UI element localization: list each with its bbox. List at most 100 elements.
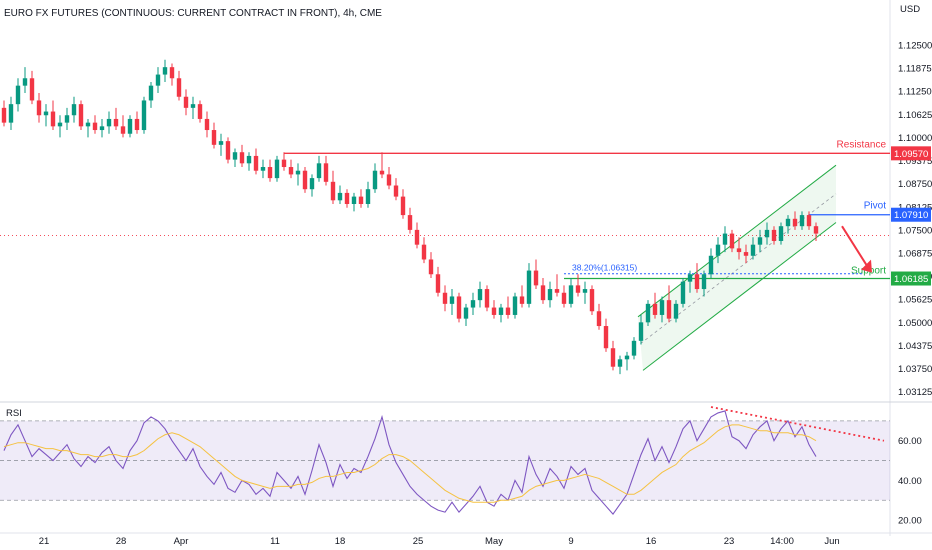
rsi-label: RSI	[6, 408, 22, 419]
candle-body	[211, 130, 217, 145]
candle-body	[806, 215, 812, 227]
candle-body	[281, 159, 287, 168]
level-label-pivot: Pivot	[864, 201, 886, 212]
candle-body	[736, 248, 742, 253]
candle-body	[561, 292, 567, 304]
candle-body	[365, 189, 371, 204]
candle-body	[701, 274, 707, 290]
candle-body	[29, 78, 35, 101]
candle-body	[379, 170, 385, 175]
candle-body	[225, 141, 231, 160]
candle-body	[589, 289, 595, 312]
candle-body	[85, 122, 91, 127]
candle-body	[400, 196, 406, 216]
time-tick-label: 9	[568, 536, 573, 547]
price-tick-label: 1.11250	[898, 87, 932, 98]
fib-level-label: 38.20%(1.06315)	[572, 263, 637, 273]
candle-body	[232, 152, 238, 160]
candle-body	[120, 126, 126, 134]
candle-body	[568, 285, 574, 304]
time-tick-label: 14:00	[770, 536, 794, 547]
candle-body	[778, 226, 784, 241]
level-tag-resistance: 1.09570	[894, 149, 928, 160]
level-tag-box	[891, 271, 931, 286]
candle-body	[246, 155, 252, 164]
candle-body	[218, 141, 224, 145]
candle-body	[526, 270, 532, 304]
price-tick-label: 1.04375	[898, 341, 932, 352]
level-tags: 1.09570 1.07910 1.06185	[891, 146, 931, 286]
candle-body	[274, 159, 280, 179]
candle-body	[449, 296, 455, 304]
candle-body	[435, 274, 441, 293]
candle-body	[813, 226, 819, 234]
candle-body	[253, 155, 259, 171]
candle-body	[603, 326, 609, 349]
candle-body	[659, 300, 665, 315]
candle-body	[666, 300, 672, 319]
candle-body	[624, 355, 630, 360]
candle-body	[463, 307, 469, 319]
rsi-tick-label: 60.00	[898, 436, 922, 447]
price-tick-label: 1.12500	[898, 40, 932, 51]
candle-body	[8, 104, 14, 123]
price-tick-label: 1.05625	[898, 295, 932, 306]
candlestick-series	[1, 59, 819, 375]
candle-body	[337, 192, 343, 201]
candle-body	[799, 215, 805, 227]
candle-body	[92, 122, 98, 131]
time-tick-label: Jun	[824, 536, 839, 547]
channel-lower-line	[642, 222, 837, 371]
time-tick-label: 25	[413, 536, 424, 547]
price-tick-label: 1.07500	[898, 225, 932, 236]
candle-body	[680, 281, 686, 304]
chart-title: EURO FX FUTURES (CONTINUOUS: CURRENT CON…	[4, 8, 382, 19]
candle-body	[694, 274, 700, 290]
candle-body	[554, 289, 560, 293]
candle-body	[57, 122, 63, 127]
rsi-panel: RSI 60.00 40.00 20.00	[0, 408, 922, 527]
candle-body	[722, 233, 728, 245]
rsi-lines	[3, 406, 885, 516]
candle-body	[442, 292, 448, 304]
candle-body	[113, 118, 119, 127]
price-tick-label: 1.11875	[898, 64, 932, 75]
candle-body	[43, 111, 49, 116]
candle-body	[456, 296, 462, 319]
level-tag-box	[891, 146, 931, 161]
price-grid	[0, 0, 932, 536]
price-tick-label: 1.10625	[898, 110, 932, 121]
candle-body	[638, 322, 644, 341]
candle-body	[323, 163, 329, 182]
candle-body	[764, 229, 770, 238]
rsi-tick-label: 20.00	[898, 516, 922, 527]
candle-body	[491, 307, 497, 315]
candle-body	[547, 289, 553, 301]
candle-body	[372, 170, 378, 190]
rsi-series-line	[3, 410, 817, 516]
rsi-trendline	[710, 406, 885, 442]
candle-body	[64, 115, 70, 123]
candle-body	[141, 100, 147, 131]
candle-body	[498, 307, 504, 315]
level-tag-pivot: 1.07910	[894, 210, 928, 221]
time-tick-label: 16	[646, 536, 657, 547]
candle-body	[288, 167, 294, 175]
candle-body	[750, 244, 756, 256]
currency-label: USD	[900, 4, 920, 15]
candle-body	[190, 104, 196, 108]
price-overlays: ResistancePivotSupport38.20%(1.06315)	[0, 139, 890, 371]
candle-body	[645, 303, 651, 323]
candle-body	[169, 67, 175, 79]
candle-body	[715, 244, 721, 256]
time-tick-label: 11	[270, 536, 280, 547]
candle-body	[687, 274, 693, 282]
candle-body	[204, 118, 210, 131]
candle-body	[596, 311, 602, 327]
candle-body	[99, 126, 105, 131]
candle-body	[106, 118, 112, 127]
time-tick-label: Apr	[174, 536, 189, 547]
time-axis: 21 28 Apr 11 18 25 May 9 16 23 14:00 Jun	[39, 536, 840, 547]
price-tick-label: 1.05000	[898, 318, 932, 329]
